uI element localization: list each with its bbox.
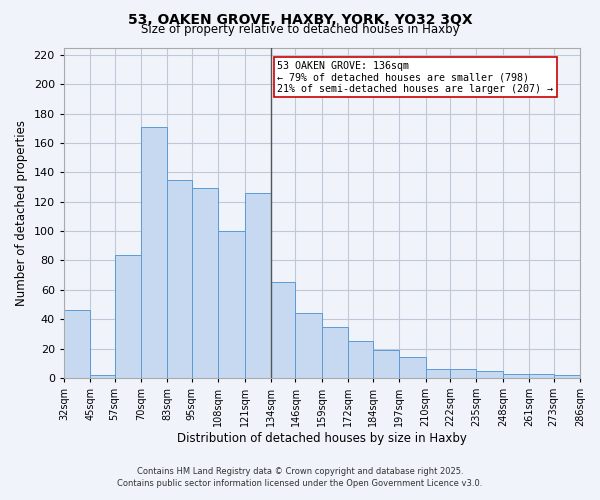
Bar [64, 310, 90, 378]
Bar [554, 375, 580, 378]
Text: Contains HM Land Registry data © Crown copyright and database right 2025.
Contai: Contains HM Land Registry data © Crown c… [118, 466, 482, 487]
Bar [349, 341, 373, 378]
Bar [425, 369, 450, 378]
X-axis label: Distribution of detached houses by size in Haxby: Distribution of detached houses by size … [177, 432, 467, 445]
Bar [192, 188, 218, 378]
Bar [271, 282, 295, 378]
Bar [399, 358, 425, 378]
Text: 53, OAKEN GROVE, HAXBY, YORK, YO32 3QX: 53, OAKEN GROVE, HAXBY, YORK, YO32 3QX [128, 12, 472, 26]
Text: 53 OAKEN GROVE: 136sqm
← 79% of detached houses are smaller (798)
21% of semi-de: 53 OAKEN GROVE: 136sqm ← 79% of detached… [277, 60, 553, 94]
Bar [245, 193, 271, 378]
Bar [450, 369, 476, 378]
Bar [167, 180, 192, 378]
Bar [529, 374, 554, 378]
Bar [295, 314, 322, 378]
Y-axis label: Number of detached properties: Number of detached properties [15, 120, 28, 306]
Bar [503, 374, 529, 378]
Bar [90, 375, 115, 378]
Bar [218, 231, 245, 378]
Bar [115, 254, 141, 378]
Text: Size of property relative to detached houses in Haxby: Size of property relative to detached ho… [140, 22, 460, 36]
Bar [373, 350, 399, 378]
Bar [322, 326, 349, 378]
Bar [141, 127, 167, 378]
Bar [476, 370, 503, 378]
